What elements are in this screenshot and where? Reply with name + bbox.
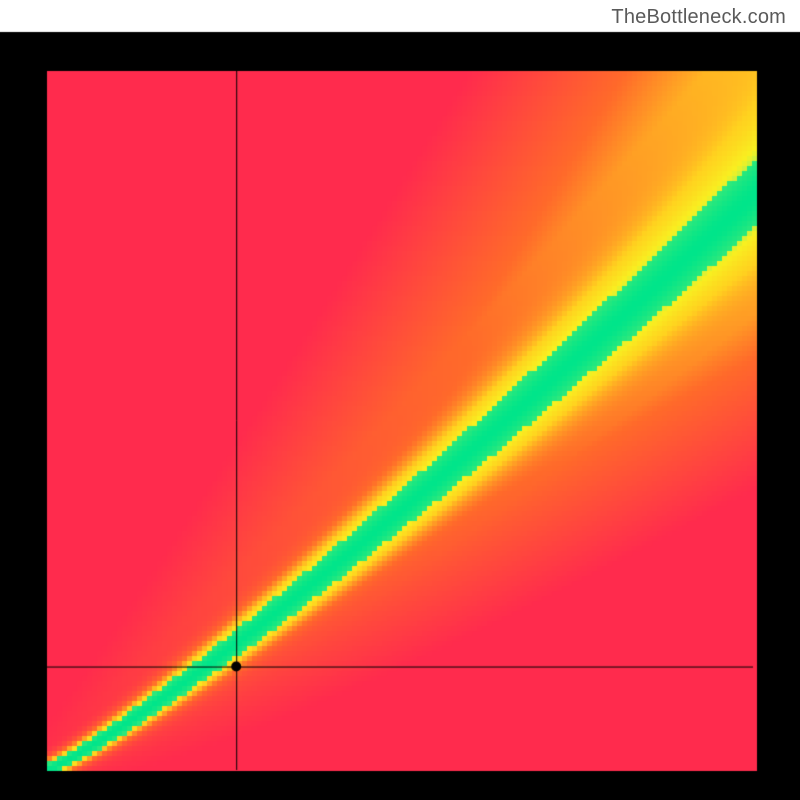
bottleneck-heatmap	[0, 0, 800, 800]
chart-container: TheBottleneck.com	[0, 0, 800, 800]
